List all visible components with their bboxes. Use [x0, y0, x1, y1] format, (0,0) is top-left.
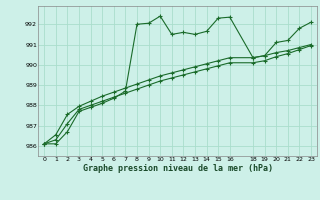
X-axis label: Graphe pression niveau de la mer (hPa): Graphe pression niveau de la mer (hPa) [83, 164, 273, 173]
